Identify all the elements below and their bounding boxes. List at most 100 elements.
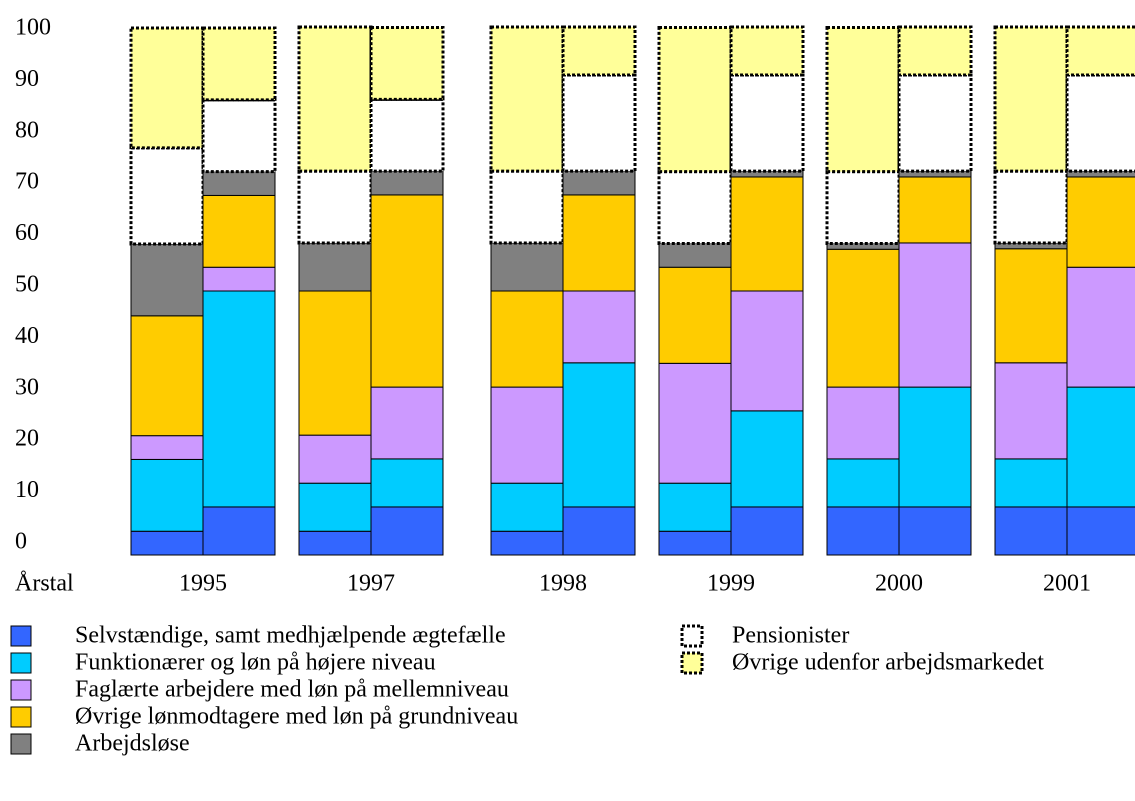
y-tick-label: 90	[15, 66, 39, 92]
bar-segment	[298, 242, 372, 292]
bar-segment	[729, 25, 805, 77]
y-tick-label: 100	[15, 15, 51, 41]
bar-segment	[730, 506, 804, 556]
x-tick-label: 1995	[179, 571, 227, 597]
bar-segment	[826, 506, 900, 556]
bar-segment	[994, 362, 1068, 460]
bar-segment	[202, 506, 276, 556]
bar-segment	[1065, 25, 1135, 77]
bar-segment	[658, 266, 732, 364]
legend-label: Selvstændige, samt medhjælpende ægtefæll…	[75, 623, 506, 649]
y-tick-label: 10	[15, 477, 39, 503]
x-axis-label: Årstal	[15, 571, 74, 597]
bar-segment	[826, 248, 900, 388]
bar-segment	[730, 410, 804, 508]
bar-segment	[898, 176, 972, 244]
bar-segment	[562, 290, 636, 364]
legend-swatch	[10, 652, 32, 674]
legend-label: Øvrige udenfor arbejdsmarkedet	[732, 650, 1044, 676]
y-tick-label: 60	[15, 220, 39, 246]
bar-segment	[298, 482, 372, 532]
bar-segment	[490, 482, 564, 532]
bar-segment	[562, 194, 636, 292]
bar-segment	[562, 506, 636, 556]
bar-segment	[1066, 266, 1135, 388]
bar-segment	[297, 25, 373, 173]
y-tick-label: 20	[15, 426, 39, 452]
bar-segment	[897, 25, 973, 77]
legend-label: Funktionærer og løn på højere niveau	[75, 650, 436, 676]
bar-segment	[994, 458, 1068, 508]
bar-segment	[826, 386, 900, 460]
bar-segment	[130, 315, 204, 437]
bar-segment	[370, 194, 444, 388]
bar-segment	[658, 362, 732, 484]
bar-segment	[993, 169, 1069, 245]
bar-segment	[298, 434, 372, 484]
bar-segment	[562, 170, 636, 196]
bar-segment	[993, 25, 1069, 173]
x-tick-label: 1998	[539, 571, 587, 597]
bar-segment	[1066, 506, 1135, 556]
y-tick-label: 80	[15, 117, 39, 143]
y-tick-label: 50	[15, 272, 39, 298]
bar-segment	[489, 25, 565, 173]
legend-label: Pensionister	[732, 623, 849, 649]
bar-segment	[129, 26, 205, 150]
bar-segment	[489, 169, 565, 245]
bar-segment	[370, 506, 444, 556]
bar-segment	[202, 171, 276, 196]
bar-segment	[202, 290, 276, 508]
bar-segment	[826, 458, 900, 508]
bar-segment	[130, 243, 204, 317]
bar-segment	[370, 458, 444, 508]
y-tick-label: 30	[15, 374, 39, 400]
bar-segment	[370, 170, 444, 196]
legend-label: Øvrige lønmodtagere med løn på grundnive…	[75, 704, 518, 730]
bar-segment	[370, 386, 444, 460]
legend-swatch	[10, 625, 32, 647]
bar-segment	[201, 26, 277, 102]
bar-segment	[1065, 73, 1135, 173]
y-tick-label: 70	[15, 169, 39, 195]
bar-segment	[490, 242, 564, 292]
bar-segment	[369, 97, 445, 173]
bar-segment	[490, 530, 564, 556]
bar-segment	[130, 435, 204, 460]
bar-segment	[298, 290, 372, 436]
legend-swatch	[10, 733, 32, 755]
bar-segment	[201, 98, 277, 174]
bar-segment	[658, 242, 732, 268]
bar-segment	[562, 362, 636, 508]
x-tick-label: 2001	[1043, 571, 1091, 597]
x-tick-label: 1997	[347, 571, 395, 597]
bar-segment	[369, 26, 445, 101]
bar-segment	[898, 506, 972, 556]
bar-segment	[1066, 176, 1135, 268]
y-tick-label: 40	[15, 323, 39, 349]
bar-segment	[658, 482, 732, 532]
bar-segment	[730, 170, 804, 178]
bar-segment	[130, 530, 204, 556]
bar-segment	[298, 530, 372, 556]
y-tick-label: 0	[15, 529, 27, 555]
bar-segment	[898, 170, 972, 178]
bar-segment	[1066, 386, 1135, 508]
bar-segment	[730, 176, 804, 292]
bar-segment	[825, 26, 901, 174]
bar-segment	[898, 242, 972, 388]
bar-segment	[202, 266, 276, 292]
bar-segment	[825, 170, 901, 245]
bar-segment	[994, 248, 1068, 364]
bar-segment	[729, 73, 805, 173]
bar-segment	[129, 146, 205, 246]
legend-swatch	[10, 679, 32, 701]
bar-segment	[490, 386, 564, 484]
bar-segment	[730, 290, 804, 412]
legend-swatch	[680, 651, 704, 675]
bar-segment	[897, 73, 973, 173]
legend-swatch	[10, 706, 32, 728]
bar-segment	[657, 26, 733, 174]
legend-label: Faglærte arbejdere med løn på mellemnive…	[75, 677, 509, 703]
